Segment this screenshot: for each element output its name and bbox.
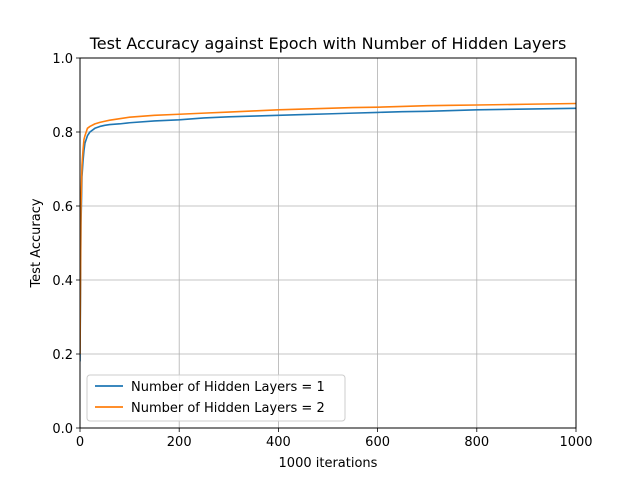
x-tick-label: 1000 — [559, 435, 592, 450]
series-layer — [80, 102, 576, 362]
plot-frame — [79, 57, 577, 429]
y-tick-label: 0.8 — [52, 126, 73, 141]
legend-label-1: Number of Hidden Layers = 1 — [131, 380, 325, 395]
y-tick-label: 0.6 — [52, 200, 73, 215]
y-tick-label: 0.2 — [52, 348, 73, 363]
legend-label-2: Number of Hidden Layers = 2 — [131, 401, 325, 416]
y-tick-label: 0.4 — [52, 274, 73, 289]
x-tick-label: 800 — [464, 435, 489, 450]
x-tick-label: 0 — [76, 435, 84, 450]
series-line-2 — [80, 102, 576, 355]
y-axis-label: Test Accuracy — [29, 198, 44, 288]
legend-box — [86, 374, 346, 422]
y-tick-label: 1.0 — [52, 52, 73, 67]
chart-title: Test Accuracy against Epoch with Number … — [89, 34, 567, 53]
legend: Number of Hidden Layers = 1 Number of Hid… — [86, 374, 346, 422]
x-tick-label: 600 — [365, 435, 390, 450]
series-line-1 — [80, 107, 576, 362]
y-tick-label: 0.0 — [52, 422, 73, 437]
x-tick-label: 200 — [167, 435, 192, 450]
axis-ticks: 0 200 400 600 800 1000 0.0 0.2 0.4 0.6 0.8 1.0 — [52, 52, 592, 450]
x-tick-label: 400 — [266, 435, 291, 450]
x-axis-label: 1000 iterations — [279, 456, 378, 471]
